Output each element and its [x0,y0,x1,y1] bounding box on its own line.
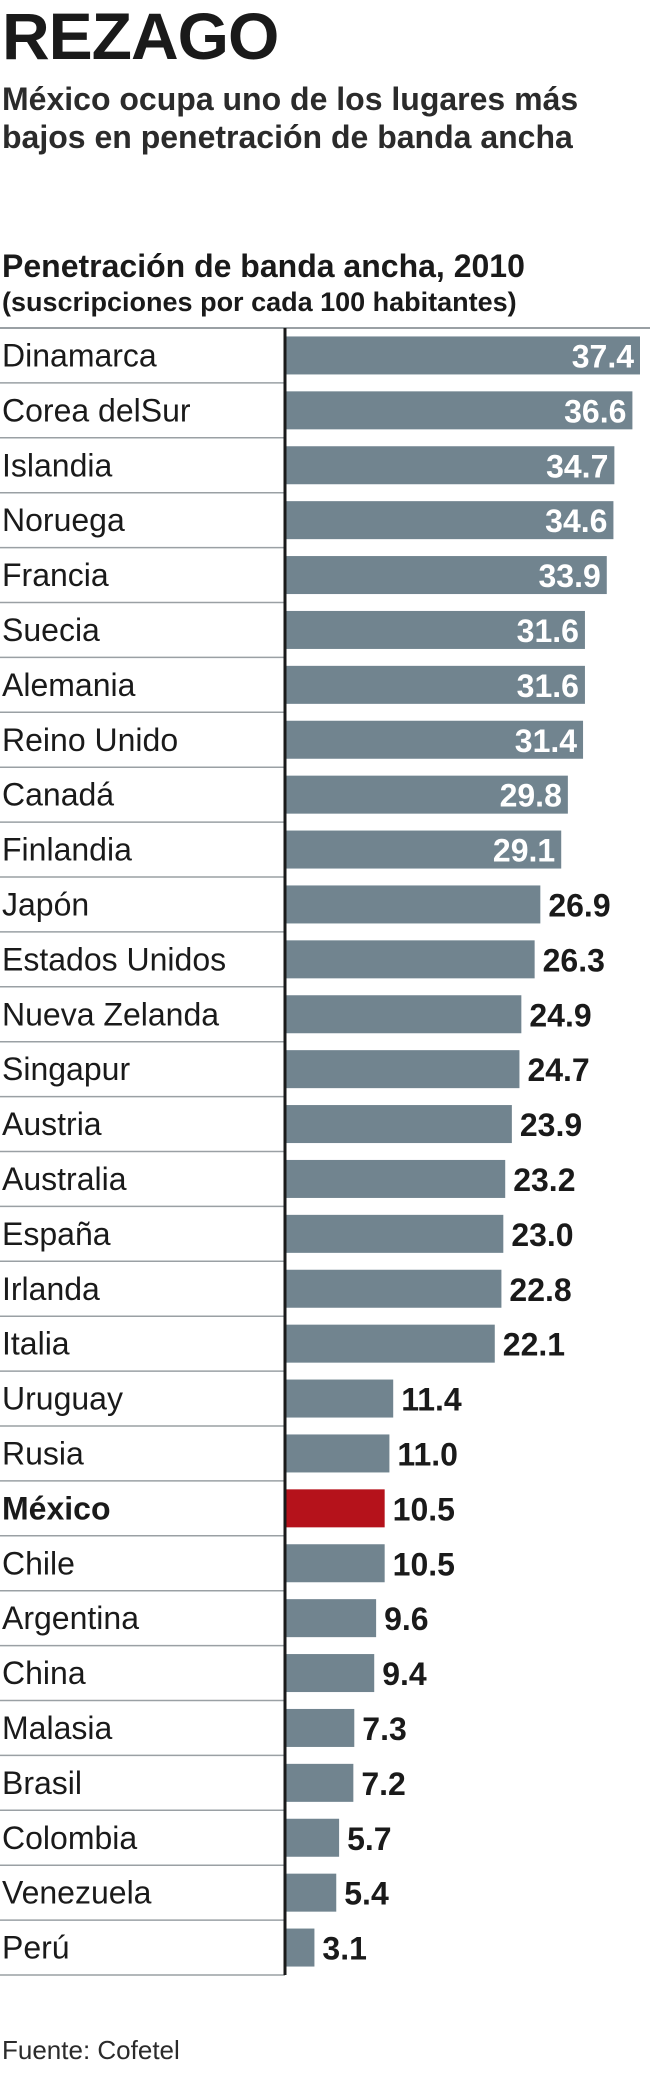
category-label: Irlanda [2,1271,100,1307]
bar [285,995,522,1034]
data-label: 9.6 [384,1601,428,1637]
data-label: 31.4 [515,723,577,759]
data-label: 37.4 [572,338,634,374]
data-label: 5.7 [347,1821,391,1857]
data-label: 24.7 [527,1052,589,1088]
bar [285,336,640,375]
bar [285,1708,355,1747]
category-label: Islandia [2,447,113,483]
data-label: 5.4 [344,1876,389,1912]
data-label: 29.8 [500,778,562,814]
data-label: 34.7 [546,448,608,484]
data-label: 3.1 [322,1931,366,1967]
category-label: Alemania [2,667,136,703]
data-label: 23.9 [520,1107,582,1143]
category-label: Rusia [2,1435,84,1471]
bar [285,1214,504,1253]
category-label: Dinamarca [2,337,157,373]
category-label: Estados Unidos [2,941,226,977]
bar [285,1159,506,1198]
bar [285,1654,375,1693]
data-label: 23.0 [511,1217,573,1253]
bar [285,1105,512,1144]
bar [285,1544,385,1583]
data-label: 11.0 [397,1436,458,1472]
page-title: REZAGO [2,0,279,73]
bar [285,1818,340,1857]
category-label: Finlandia [2,832,132,868]
category-label: España [2,1216,111,1252]
category-label: Perú [2,1930,70,1966]
category-label: Venezuela [2,1875,152,1911]
bar [285,1928,315,1967]
category-label: Nueva Zelanda [2,996,219,1032]
bar [285,1269,502,1308]
category-label: Singapur [2,1051,130,1087]
data-label: 22.1 [503,1327,565,1363]
data-label: 7.3 [362,1711,406,1747]
data-label: 22.8 [509,1272,571,1308]
data-label: 29.1 [493,833,555,869]
bar [285,1050,520,1089]
data-label: 10.5 [393,1491,455,1527]
data-label: 10.5 [393,1546,455,1582]
bar [285,1599,377,1638]
bar-highlight [285,1489,385,1528]
data-label: 34.6 [545,503,607,539]
data-label: 11.4 [401,1382,462,1418]
category-label: Argentina [2,1600,139,1636]
data-label: 7.2 [361,1766,405,1802]
bar [285,665,585,704]
category-label: Japón [2,886,89,922]
bar [285,501,614,540]
data-label: 26.3 [543,942,605,978]
bar [285,1324,495,1363]
chart-title: Penetración de banda ancha, 2010 [2,248,525,284]
category-label: Colombia [2,1820,137,1856]
bar [285,610,585,649]
bar [285,720,584,759]
data-label: 36.6 [564,393,626,429]
data-label: 24.9 [529,997,591,1033]
data-label: 33.9 [538,558,600,594]
bar [285,1379,394,1418]
bar [285,1873,337,1912]
data-label: 23.2 [513,1162,575,1198]
data-label: 26.9 [548,887,610,923]
category-label: Suecia [2,612,100,648]
bar [285,775,568,814]
bar [285,830,562,869]
bar [285,1763,354,1802]
data-label: 9.4 [382,1656,427,1692]
category-label: Canadá [2,777,114,813]
category-label: Austria [2,1106,102,1142]
data-label: 31.6 [517,613,579,649]
chart-subtitle: (suscripciones por cada 100 habitantes) [2,287,517,317]
bar [285,556,607,595]
category-label: Chile [2,1545,75,1581]
category-label: Brasil [2,1765,82,1801]
category-label: Corea delSur [2,392,191,428]
data-label: 31.6 [517,668,579,704]
category-label: China [2,1655,86,1691]
source-note: Fuente: Cofetel [2,2035,180,2065]
category-label: Francia [2,557,109,593]
bar [285,446,615,485]
bar [285,391,633,430]
category-label: Noruega [2,502,125,538]
category-label: México [2,1490,110,1526]
category-label: Reino Unido [2,722,178,758]
category-label: Australia [2,1161,127,1197]
category-label: Malasia [2,1710,112,1746]
category-label: Italia [2,1326,70,1362]
bar [285,940,535,979]
page-subtitle: México ocupa uno de los lugares más bajo… [2,81,579,155]
category-label: Uruguay [2,1381,123,1417]
bar [285,885,541,924]
bar [285,1434,390,1473]
